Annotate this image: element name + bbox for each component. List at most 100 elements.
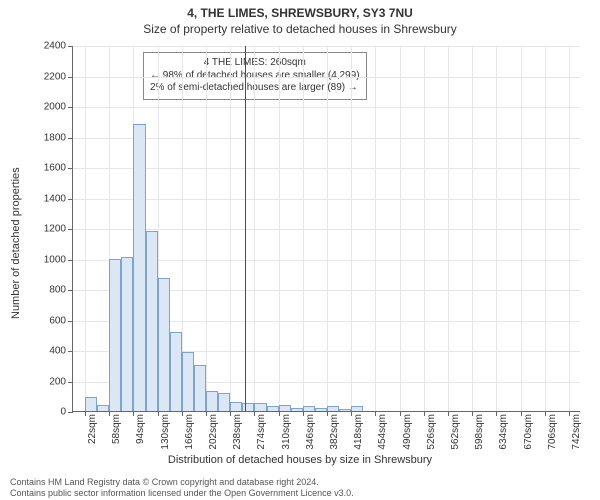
y-tick-label: 1800 xyxy=(16,132,66,143)
histogram-bar xyxy=(121,257,133,411)
gridline-vertical xyxy=(351,46,352,411)
y-tick-mark xyxy=(68,412,73,413)
x-tick-mark xyxy=(182,411,183,416)
histogram-bar xyxy=(218,393,230,411)
y-tick-label: 1200 xyxy=(16,224,66,235)
gridline-vertical xyxy=(375,46,376,411)
gridline-vertical xyxy=(448,46,449,411)
x-tick-mark xyxy=(472,411,473,416)
y-tick-mark xyxy=(68,77,73,78)
x-tick-mark xyxy=(303,411,304,416)
gridline-vertical xyxy=(496,46,497,411)
gridline-vertical xyxy=(472,46,473,411)
gridline-vertical xyxy=(400,46,401,411)
chart-container: { "chart": { "type": "histogram", "sup_t… xyxy=(0,0,600,500)
histogram-bar xyxy=(267,406,279,411)
y-tick-label: 2400 xyxy=(16,41,66,52)
x-tick-label: 22sqm xyxy=(87,414,98,444)
y-tick-mark xyxy=(68,321,73,322)
x-tick-label: 58sqm xyxy=(111,414,122,444)
x-tick-label: 130sqm xyxy=(160,414,171,450)
x-tick-mark xyxy=(424,411,425,416)
x-tick-mark xyxy=(206,411,207,416)
y-tick-mark xyxy=(68,290,73,291)
y-tick-label: 2200 xyxy=(16,71,66,82)
plot-area: 4 THE LIMES: 260sqm ← 98% of detached ho… xyxy=(72,46,580,412)
histogram-bar xyxy=(133,124,145,411)
y-tick-label: 800 xyxy=(16,285,66,296)
x-tick-label: 238sqm xyxy=(232,414,243,450)
x-tick-label: 418sqm xyxy=(353,414,364,450)
x-axis-label: Distribution of detached houses by size … xyxy=(0,454,600,466)
y-tick-label: 1400 xyxy=(16,193,66,204)
footer-line-1: Contains HM Land Registry data © Crown c… xyxy=(10,477,354,487)
chart-title: Size of property relative to detached ho… xyxy=(0,22,600,36)
y-tick-mark xyxy=(68,46,73,47)
histogram-bar xyxy=(182,352,194,411)
chart-super-title: 4, THE LIMES, SHREWSBURY, SY3 7NU xyxy=(0,6,600,20)
x-tick-label: 670sqm xyxy=(523,414,534,450)
histogram-bar xyxy=(339,409,351,411)
y-tick-label: 0 xyxy=(16,407,66,418)
y-tick-label: 400 xyxy=(16,346,66,357)
y-tick-mark xyxy=(68,351,73,352)
x-tick-mark xyxy=(400,411,401,416)
gridline-vertical xyxy=(424,46,425,411)
histogram-bar xyxy=(85,397,97,411)
y-axis-label: Number of detached properties xyxy=(10,167,22,319)
y-tick-label: 1600 xyxy=(16,163,66,174)
marker-line xyxy=(245,46,246,411)
y-tick-mark xyxy=(68,199,73,200)
gridline-vertical xyxy=(230,46,231,411)
x-tick-mark xyxy=(448,411,449,416)
y-tick-label: 1000 xyxy=(16,254,66,265)
x-tick-label: 310sqm xyxy=(281,414,292,450)
x-tick-label: 742sqm xyxy=(571,414,582,450)
x-tick-mark xyxy=(158,411,159,416)
footer-line-2: Contains public sector information licen… xyxy=(10,488,354,498)
histogram-bar xyxy=(230,402,242,411)
x-tick-mark xyxy=(569,411,570,416)
x-tick-label: 562sqm xyxy=(450,414,461,450)
histogram-bar xyxy=(303,406,315,411)
x-tick-label: 706sqm xyxy=(547,414,558,450)
gridline-vertical xyxy=(303,46,304,411)
gridline-vertical xyxy=(521,46,522,411)
x-tick-mark xyxy=(85,411,86,416)
gridline-vertical xyxy=(85,46,86,411)
y-tick-mark xyxy=(68,107,73,108)
gridline-vertical xyxy=(206,46,207,411)
x-tick-mark xyxy=(279,411,280,416)
y-tick-mark xyxy=(68,382,73,383)
y-tick-label: 2000 xyxy=(16,102,66,113)
x-tick-label: 598sqm xyxy=(474,414,485,450)
footer-attribution: Contains HM Land Registry data © Crown c… xyxy=(10,477,354,498)
histogram-bar xyxy=(97,405,109,411)
gridline-vertical xyxy=(545,46,546,411)
histogram-bar xyxy=(146,231,158,411)
y-tick-mark xyxy=(68,260,73,261)
x-tick-label: 94sqm xyxy=(135,414,146,444)
x-tick-label: 382sqm xyxy=(329,414,340,450)
histogram-bar xyxy=(279,405,291,411)
histogram-bar xyxy=(315,408,327,411)
x-tick-label: 490sqm xyxy=(402,414,413,450)
histogram-bar xyxy=(194,365,206,411)
histogram-bar xyxy=(254,403,266,411)
histogram-bar xyxy=(158,278,170,411)
x-tick-mark xyxy=(521,411,522,416)
x-tick-label: 454sqm xyxy=(377,414,388,450)
y-tick-label: 200 xyxy=(16,376,66,387)
histogram-bar xyxy=(291,408,303,411)
gridline-vertical xyxy=(327,46,328,411)
histogram-bar xyxy=(206,391,218,411)
x-tick-label: 346sqm xyxy=(305,414,316,450)
x-tick-mark xyxy=(545,411,546,416)
y-tick-label: 600 xyxy=(16,315,66,326)
gridline-vertical xyxy=(279,46,280,411)
gridline-vertical xyxy=(569,46,570,411)
histogram-bar xyxy=(351,406,363,411)
gridline-vertical xyxy=(254,46,255,411)
x-tick-label: 526sqm xyxy=(426,414,437,450)
y-tick-mark xyxy=(68,229,73,230)
